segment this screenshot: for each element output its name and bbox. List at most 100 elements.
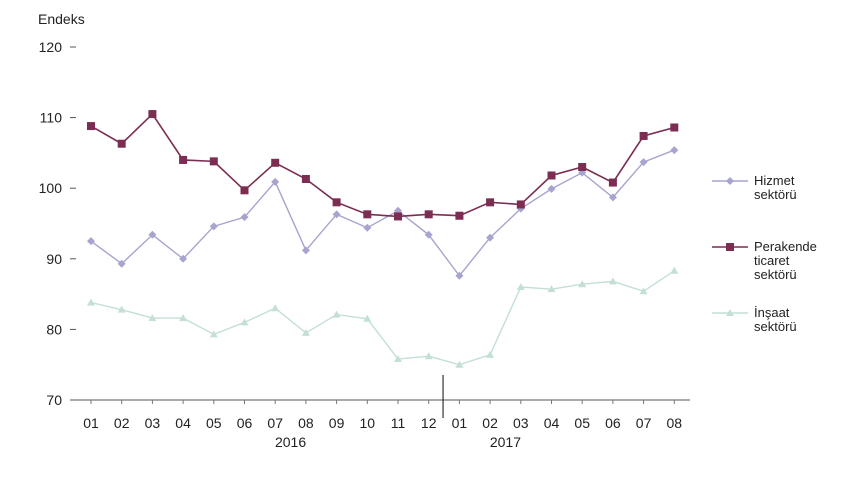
legend-label: sektörü — [754, 187, 797, 202]
data-point-diamond — [301, 246, 310, 255]
y-axis-label: Endeks — [38, 11, 85, 27]
data-point-square — [87, 122, 95, 131]
x-tick-label: 04 — [175, 415, 191, 431]
year-label: 2017 — [490, 434, 521, 450]
x-tick-label: 01 — [83, 415, 99, 431]
data-point-diamond — [271, 177, 280, 186]
x-tick-label: 10 — [360, 415, 376, 431]
legend-label: İnşaat — [754, 305, 790, 320]
data-point-triangle — [117, 305, 126, 313]
x-tick-label: 12 — [421, 415, 437, 431]
data-point-triangle — [547, 285, 556, 293]
data-point-diamond — [608, 193, 617, 202]
y-tick-label: 70 — [46, 392, 62, 408]
y-tick-label: 120 — [39, 39, 63, 55]
data-point-triangle — [87, 298, 95, 306]
data-point-square — [363, 210, 372, 219]
x-tick-label: 05 — [206, 415, 222, 431]
series-line — [90, 112, 675, 218]
data-point-diamond — [670, 146, 679, 155]
x-tick-label: 03 — [145, 415, 161, 431]
data-point-square — [240, 186, 249, 195]
x-tick-label: 07 — [636, 415, 652, 431]
data-point-triangle — [424, 352, 433, 360]
y-ticks: 70 80 90 100 110 120 — [39, 39, 76, 408]
data-point-diamond — [240, 213, 249, 222]
y-tick-label: 90 — [46, 251, 62, 267]
data-point-triangle — [363, 314, 372, 322]
series-1 — [87, 110, 679, 221]
series-2 — [87, 266, 679, 368]
x-tick-label: 08 — [667, 415, 683, 431]
data-point-square — [301, 175, 310, 184]
data-point-diamond — [424, 230, 433, 239]
data-point-diamond — [209, 222, 218, 231]
year-label: 2016 — [275, 434, 306, 450]
x-tick-label: 11 — [391, 415, 406, 431]
x-tick-label: 08 — [298, 415, 314, 431]
series-line — [90, 149, 675, 277]
data-point-square — [394, 212, 402, 221]
x-ticks: 01 02 03 04 05 06 07 08 09 10 11 12 01 02 03 04 05 06 07 08… — [83, 375, 682, 450]
x-tick-label: 02 — [482, 415, 498, 431]
data-point-triangle — [332, 310, 341, 318]
data-point-triangle — [486, 350, 495, 358]
data-point-triangle — [209, 330, 218, 338]
data-point-triangle — [240, 318, 249, 326]
series-0 — [87, 146, 679, 280]
data-point-diamond — [363, 223, 372, 232]
data-point-square — [455, 211, 464, 220]
y-tick-label: 110 — [40, 110, 63, 126]
x-tick-label: 04 — [544, 415, 560, 431]
data-point-triangle — [639, 287, 648, 295]
y-tick-label: 100 — [39, 180, 63, 196]
legend-label: Hizmet — [754, 173, 795, 188]
data-point-triangle — [516, 283, 525, 291]
legend-label: sektörü — [754, 267, 797, 282]
data-point-diamond — [117, 259, 126, 268]
x-tick-label: 03 — [513, 415, 529, 431]
data-point-triangle — [726, 309, 734, 316]
legend-label: Perakende — [754, 239, 817, 254]
data-point-triangle — [148, 314, 157, 322]
data-point-diamond — [455, 271, 464, 280]
data-point-diamond — [726, 177, 734, 185]
legend: HizmetsektörüPerakendeticaretsektörüİnşa… — [712, 173, 817, 334]
data-point-diamond — [486, 233, 495, 242]
data-point-triangle — [301, 328, 310, 336]
series-line — [90, 270, 675, 366]
y-tick-label: 80 — [46, 321, 62, 337]
data-point-square — [547, 171, 556, 180]
data-point-square — [608, 178, 617, 187]
x-tick-label: 05 — [574, 415, 590, 431]
data-point-triangle — [670, 266, 679, 274]
data-point-square — [179, 155, 188, 164]
data-point-square — [726, 243, 734, 251]
data-point-square — [639, 131, 648, 140]
data-point-triangle — [455, 360, 464, 368]
x-tick-label: 02 — [114, 415, 130, 431]
x-tick-label: 01 — [452, 415, 468, 431]
data-point-square — [148, 110, 157, 119]
data-point-triangle — [394, 355, 402, 363]
data-point-diamond — [148, 230, 157, 239]
data-point-diamond — [332, 210, 341, 219]
data-point-square — [424, 210, 433, 219]
legend-label: ticaret — [754, 253, 790, 268]
data-point-triangle — [608, 277, 617, 285]
x-tick-label: 06 — [605, 415, 621, 431]
x-tick-label: 07 — [267, 415, 283, 431]
data-point-diamond — [179, 254, 188, 263]
series-lines — [87, 110, 679, 368]
data-point-square — [578, 163, 587, 172]
data-point-square — [209, 157, 218, 166]
data-point-square — [486, 198, 495, 207]
data-point-square — [670, 123, 679, 132]
data-point-triangle — [179, 314, 188, 322]
legend-label: sektörü — [754, 319, 797, 334]
data-point-triangle — [271, 304, 280, 312]
